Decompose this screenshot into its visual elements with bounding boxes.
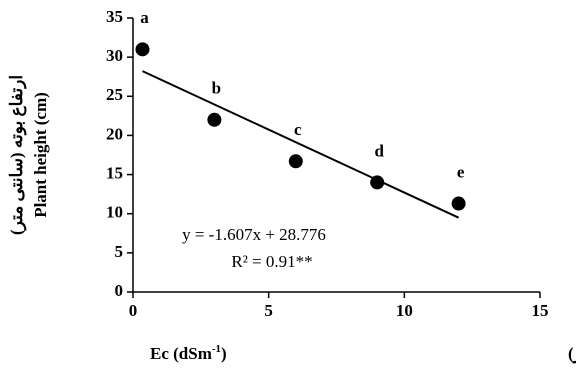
y-tick-label: 20 xyxy=(106,124,123,143)
trend-r2: R² = 0.91** xyxy=(231,252,312,271)
point-label: c xyxy=(294,120,302,139)
y-tick-label: 35 xyxy=(106,7,123,26)
point xyxy=(370,175,385,190)
y-axis-label-fa: ارتفاع بوته (سانتی متر) xyxy=(7,75,27,235)
trendline xyxy=(142,70,460,219)
x-tick-label: 5 xyxy=(264,301,273,320)
point-label: b xyxy=(212,79,221,98)
x-label-sup: -1 xyxy=(212,343,221,355)
y-axis-label: Plant height (cm) xyxy=(31,92,50,218)
x-axis-label-fa: هدایت الکتریکی (دسی زیمنس بر متر) xyxy=(568,344,576,364)
x-tick-label: 15 xyxy=(532,301,549,320)
point xyxy=(288,154,303,169)
x-axis-label: Ec (dSm-1) xyxy=(150,343,227,363)
y-tick-label: 30 xyxy=(106,46,123,65)
point xyxy=(135,42,150,57)
y-tick-label: 5 xyxy=(115,242,124,261)
y-tick-label: 0 xyxy=(115,281,124,300)
x-label-suffix: ) xyxy=(221,344,227,363)
point-label: a xyxy=(140,8,149,27)
x-tick-label: 10 xyxy=(396,301,413,320)
x-label-text: Ec (dSm xyxy=(150,344,212,363)
x-tick-label: 0 xyxy=(129,301,138,320)
point-label: e xyxy=(457,162,465,181)
point xyxy=(451,196,466,211)
y-tick-label: 25 xyxy=(106,85,123,104)
point-label: d xyxy=(374,141,384,160)
y-tick-label: 10 xyxy=(106,203,123,222)
y-tick-label: 15 xyxy=(106,163,123,182)
trend-equation: y = -1.607x + 28.776 xyxy=(182,225,326,244)
point xyxy=(207,112,222,127)
